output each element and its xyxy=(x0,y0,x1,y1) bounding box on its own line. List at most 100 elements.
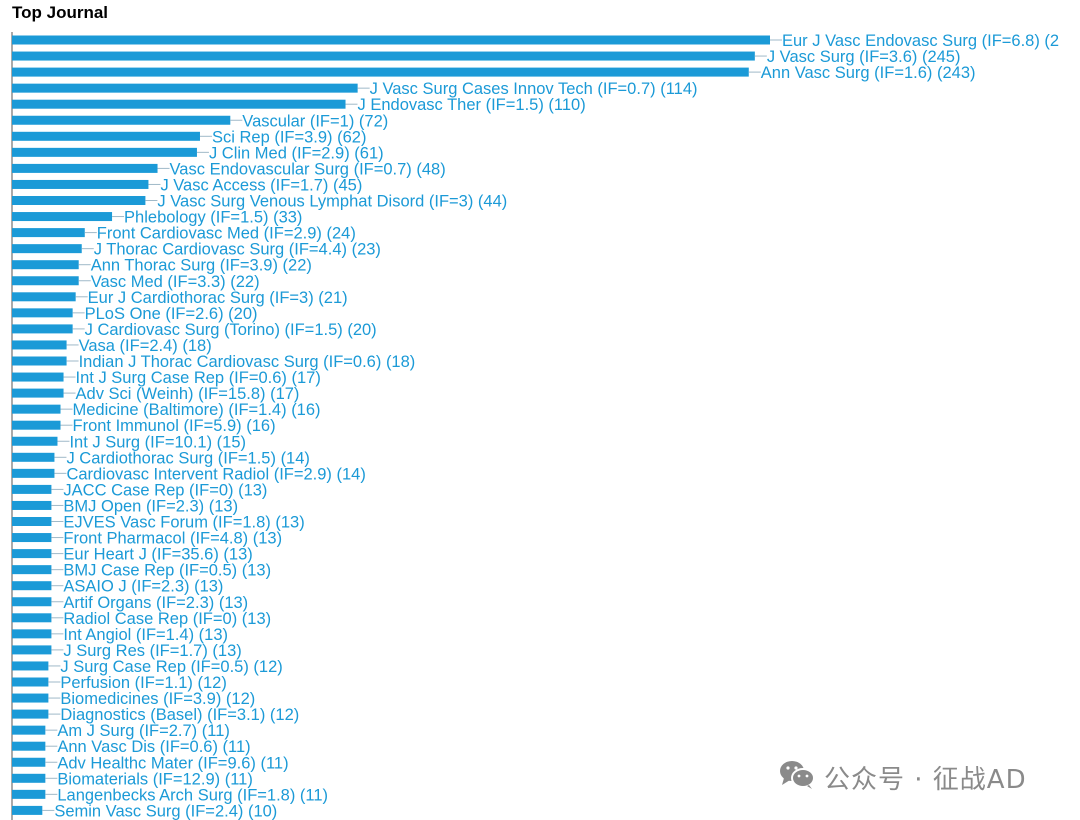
bar-36 xyxy=(12,613,52,623)
bar-label-28: JACC Case Rep (IF=0) (13) xyxy=(63,481,267,499)
bar-label-39: J Surg Case Rep (IF=0.5) (12) xyxy=(60,658,282,676)
bar-label-10: J Vasc Surg Venous Lymphat Disord (IF=3)… xyxy=(157,193,507,211)
bar-label-30: EJVES Vasc Forum (IF=1.8) (13) xyxy=(63,514,304,532)
bar-19 xyxy=(12,340,67,350)
bar-37 xyxy=(12,629,52,639)
bar-35 xyxy=(12,597,52,607)
bar-15 xyxy=(12,276,79,286)
bar-11 xyxy=(12,212,113,222)
bar-3 xyxy=(12,83,358,93)
bar-1 xyxy=(12,51,755,61)
bar-label-18: J Cardiovasc Surg (Torino) (IF=1.5) (20) xyxy=(85,321,377,339)
bar-label-13: J Thorac Cardiovasc Surg (IF=4.4) (23) xyxy=(94,241,381,259)
bar-label-22: Adv Sci (Weinh) (IF=15.8) (17) xyxy=(76,385,300,403)
bar-label-36: Radiol Case Rep (IF=0) (13) xyxy=(63,610,271,628)
bar-17 xyxy=(12,308,73,318)
bar-46 xyxy=(12,773,46,783)
bar-label-42: Diagnostics (Basel) (IF=3.1) (12) xyxy=(60,706,299,724)
bar-label-11: Phlebology (IF=1.5) (33) xyxy=(124,209,302,227)
bar-16 xyxy=(12,292,76,302)
bar-label-48: Semin Vasc Surg (IF=2.4) (10) xyxy=(54,802,277,820)
bar-label-7: J Clin Med (IF=2.9) (61) xyxy=(209,144,384,162)
bar-21 xyxy=(12,372,64,382)
bar-32 xyxy=(12,549,52,559)
wechat-icon xyxy=(778,758,816,797)
bar-label-27: Cardiovasc Intervent Radiol (IF=2.9) (14… xyxy=(66,465,365,483)
bar-label-16: Eur J Cardiothorac Surg (IF=3) (21) xyxy=(88,289,348,307)
bar-label-17: PLoS One (IF=2.6) (20) xyxy=(85,305,258,323)
bar-label-29: BMJ Open (IF=2.3) (13) xyxy=(63,497,238,515)
watermark: 公众号 · 征战AD xyxy=(778,758,1027,797)
bar-label-15: Vasc Med (IF=3.3) (22) xyxy=(91,273,260,291)
bar-38 xyxy=(12,645,52,655)
bar-20 xyxy=(12,356,67,366)
bar-label-41: Biomedicines (IF=3.9) (12) xyxy=(60,690,255,708)
bar-label-31: Front Pharmacol (IF=4.8) (13) xyxy=(63,530,282,548)
bar-label-0: Eur J Vasc Endovasc Surg (IF=6.8) (2 xyxy=(782,32,1059,50)
bar-label-9: J Vasc Access (IF=1.7) (45) xyxy=(160,176,362,194)
bar-43 xyxy=(12,725,46,735)
bar-label-21: Int J Surg Case Rep (IF=0.6) (17) xyxy=(76,369,321,387)
bar-8 xyxy=(12,163,158,173)
bar-28 xyxy=(12,484,52,494)
bar-label-35: Artif Organs (IF=2.3) (13) xyxy=(63,594,248,612)
bar-33 xyxy=(12,565,52,575)
bar-7 xyxy=(12,147,197,157)
bar-label-3: J Vasc Surg Cases Innov Tech (IF=0.7) (1… xyxy=(370,80,698,98)
bar-5 xyxy=(12,115,231,125)
bar-22 xyxy=(12,388,64,398)
bar-30 xyxy=(12,517,52,526)
bar-2 xyxy=(12,67,749,77)
bar-18 xyxy=(12,324,73,334)
bar-12 xyxy=(12,228,85,238)
bar-42 xyxy=(12,709,49,719)
bar-label-8: Vasc Endovascular Surg (IF=0.7) (48) xyxy=(170,160,446,178)
bar-4 xyxy=(12,99,346,109)
bar-41 xyxy=(12,693,49,703)
bar-label-34: ASAIO J (IF=2.3) (13) xyxy=(63,578,223,596)
bar-44 xyxy=(12,741,46,751)
bar-24 xyxy=(12,420,61,430)
bar-label-23: Medicine (Baltimore) (IF=1.4) (16) xyxy=(73,401,321,419)
bar-23 xyxy=(12,404,61,414)
bar-31 xyxy=(12,533,52,543)
bar-label-45: Adv Healthc Mater (IF=9.6) (11) xyxy=(57,754,288,772)
bar-45 xyxy=(12,757,46,767)
bar-label-47: Langenbecks Arch Surg (IF=1.8) (11) xyxy=(57,786,328,804)
bar-47 xyxy=(12,789,46,799)
bar-29 xyxy=(12,500,52,510)
bar-26 xyxy=(12,452,55,462)
bar-40 xyxy=(12,677,49,687)
bar-label-37: Int Angiol (IF=1.4) (13) xyxy=(63,626,228,644)
bar-label-46: Biomaterials (IF=12.9) (11) xyxy=(57,770,252,788)
bar-label-44: Ann Vasc Dis (IF=0.6) (11) xyxy=(57,738,250,756)
chart-title: Top Journal xyxy=(12,3,109,22)
bar-label-20: Indian J Thorac Cardiovasc Surg (IF=0.6)… xyxy=(79,353,416,371)
bar-13 xyxy=(12,244,82,254)
bar-6 xyxy=(12,131,200,141)
bar-label-14: Ann Thorac Surg (IF=3.9) (22) xyxy=(91,257,312,275)
bar-14 xyxy=(12,260,79,270)
bar-39 xyxy=(12,661,49,671)
bar-48 xyxy=(12,805,43,815)
bar-label-6: Sci Rep (IF=3.9) (62) xyxy=(212,128,367,146)
bar-label-4: J Endovasc Ther (IF=1.5) (110) xyxy=(358,96,586,114)
bar-9 xyxy=(12,179,149,189)
bar-label-5: Vascular (IF=1) (72) xyxy=(242,112,388,130)
bar-label-38: J Surg Res (IF=1.7) (13) xyxy=(63,642,241,660)
bar-25 xyxy=(12,436,58,446)
bar-label-1: J Vasc Surg (IF=3.6) (245) xyxy=(767,48,961,66)
bar-0 xyxy=(12,35,770,45)
bar-label-2: Ann Vasc Surg (IF=1.6) (243) xyxy=(761,64,976,82)
bar-label-40: Perfusion (IF=1.1) (12) xyxy=(60,674,226,692)
bar-27 xyxy=(12,468,55,478)
bar-10 xyxy=(12,196,146,205)
bar-label-24: Front Immunol (IF=5.9) (16) xyxy=(73,417,276,435)
bar-label-19: Vasa (IF=2.4) (18) xyxy=(79,337,212,355)
bar-label-26: J Cardiothorac Surg (IF=1.5) (14) xyxy=(66,449,309,467)
bar-34 xyxy=(12,581,52,591)
bar-label-12: Front Cardiovasc Med (IF=2.9) (24) xyxy=(97,225,356,243)
bar-label-33: BMJ Case Rep (IF=0.5) (13) xyxy=(63,562,271,580)
watermark-text: 公众号 · 征战AD xyxy=(824,765,1027,795)
